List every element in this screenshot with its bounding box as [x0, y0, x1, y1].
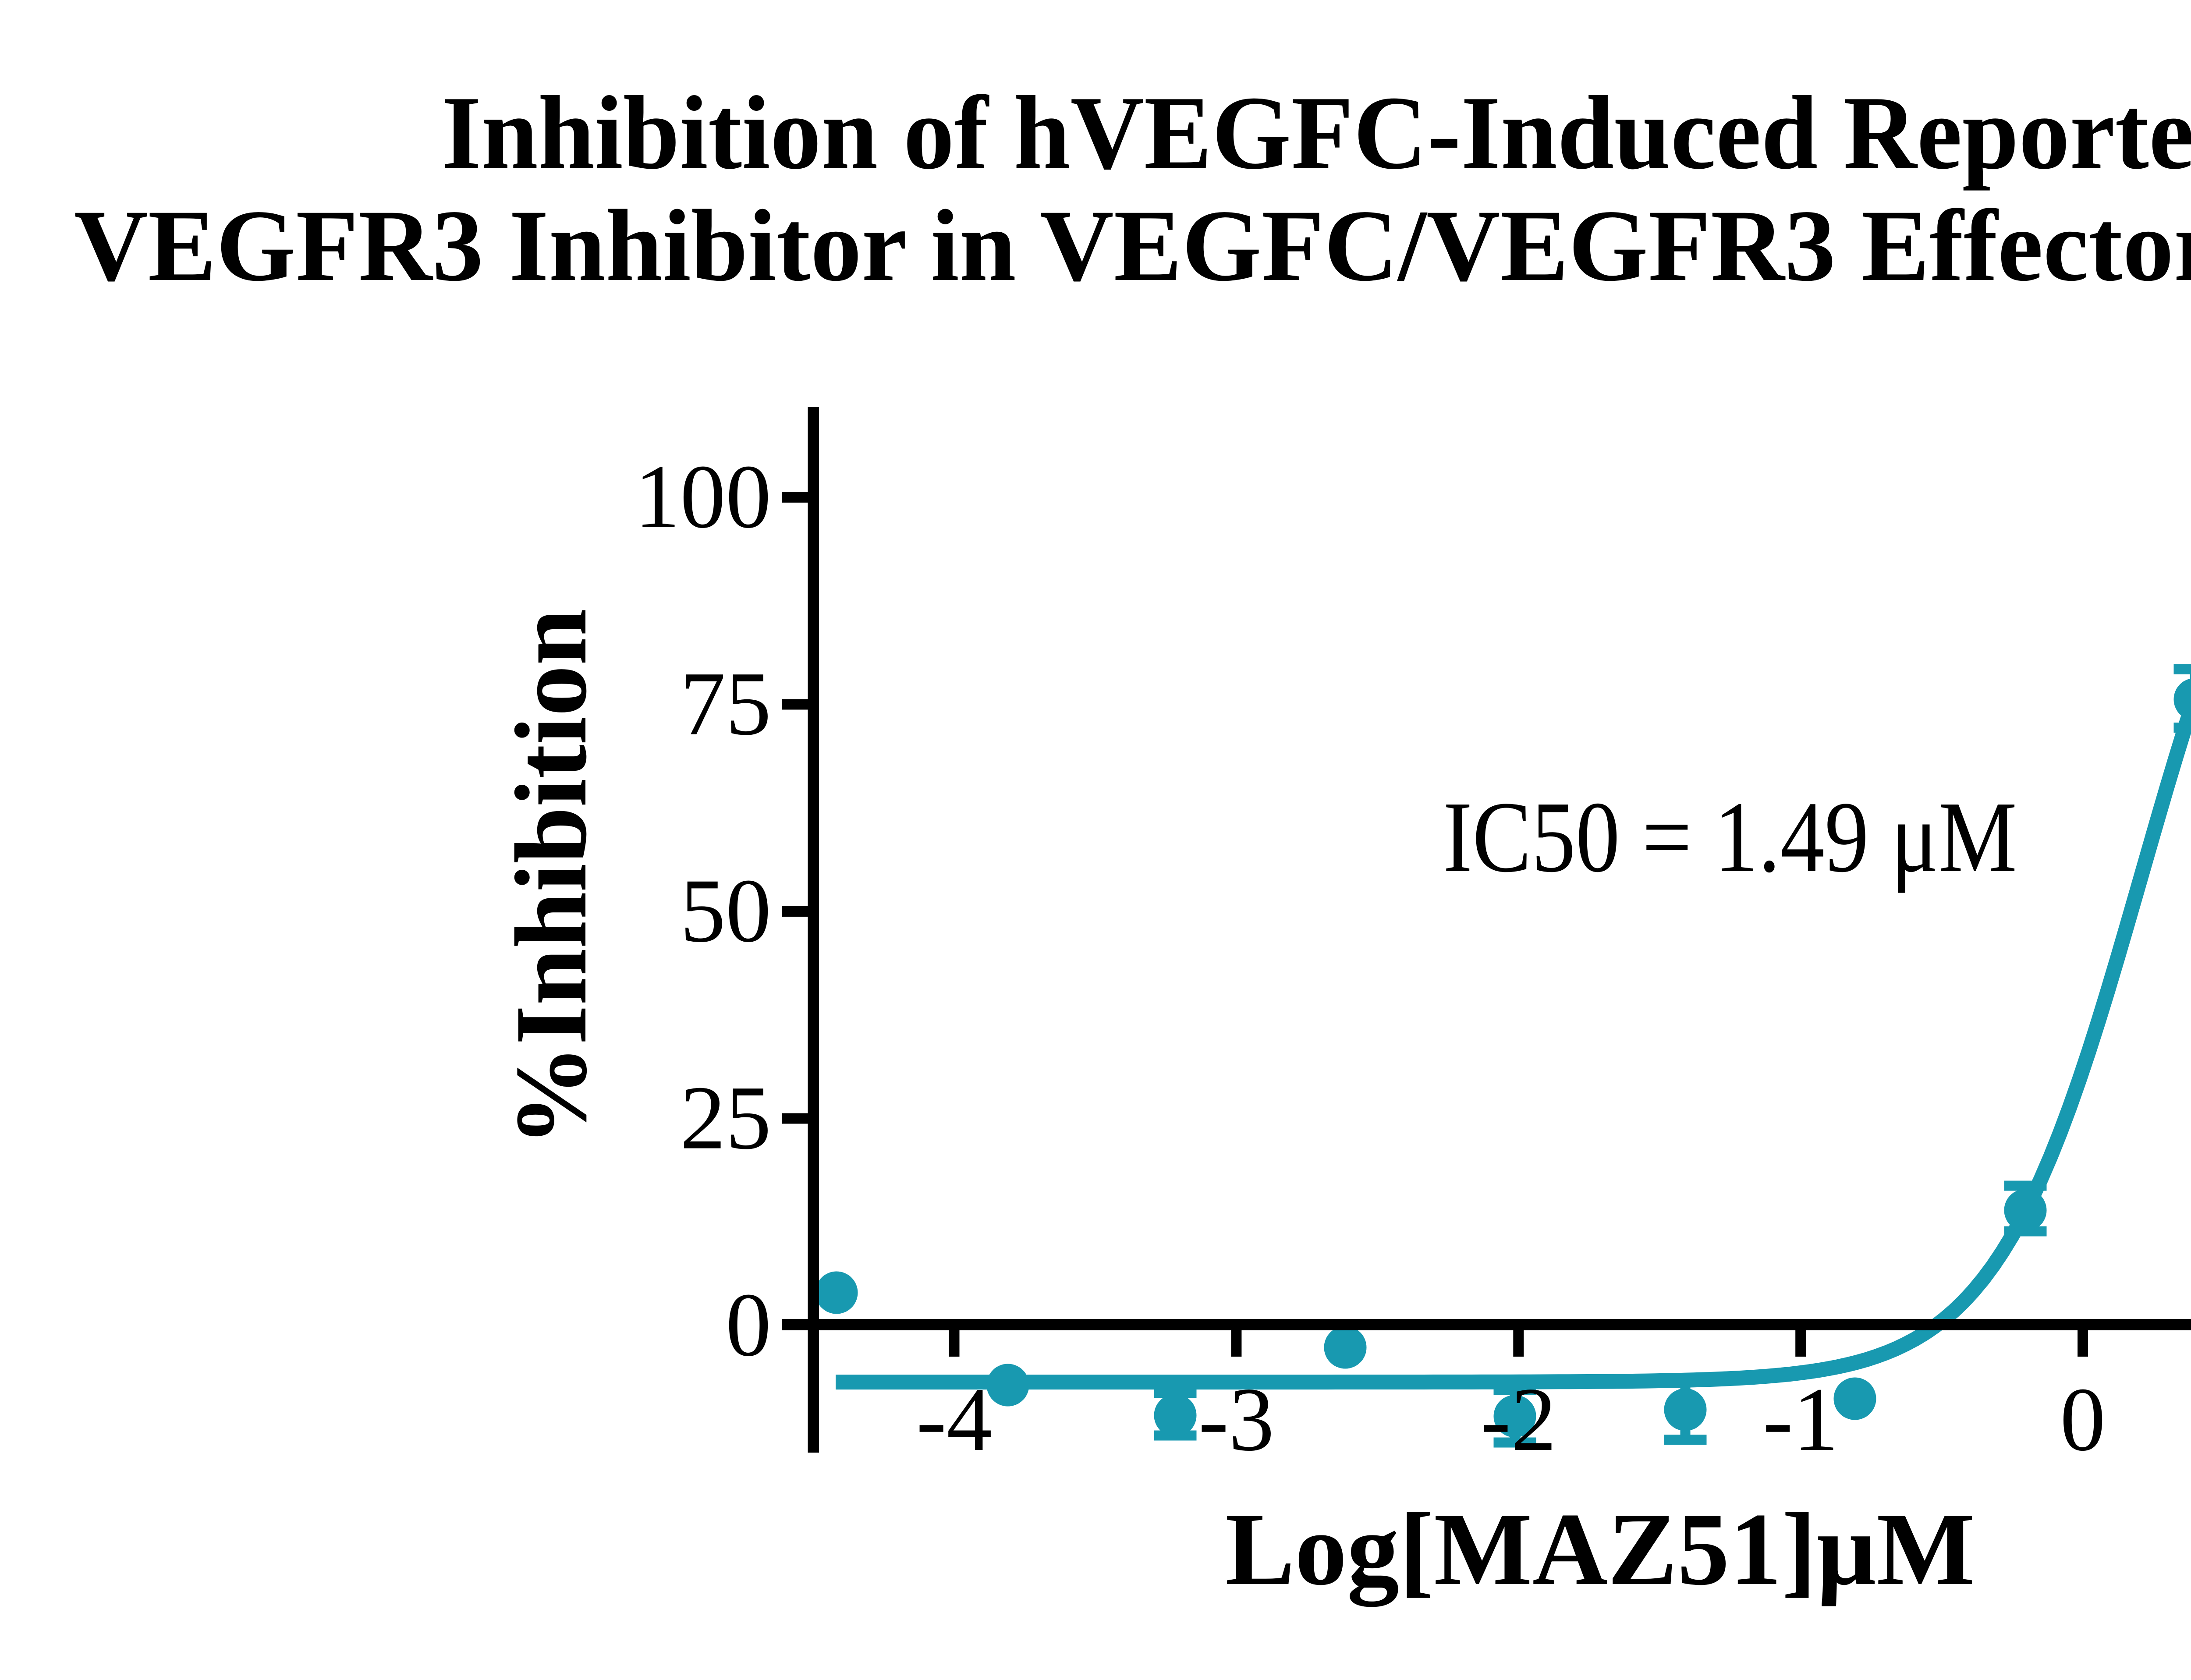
svg-text:VEGFR3 Inhibitor in VEGFC/VEGF: VEGFR3 Inhibitor in VEGFC/VEGFR3 Effecto…: [74, 188, 2191, 302]
svg-text:50: 50: [680, 860, 771, 961]
svg-text:100: 100: [635, 446, 771, 547]
svg-text:0: 0: [2060, 1369, 2106, 1470]
svg-text:-4: -4: [916, 1369, 992, 1470]
svg-text:Inhibition of hVEGFC-Induced R: Inhibition of hVEGFC-Induced Reporter Ac…: [442, 74, 2191, 191]
svg-text:Log[MAZ51]µM: Log[MAZ51]µM: [1225, 1492, 1975, 1607]
svg-text:-1: -1: [1763, 1369, 1839, 1470]
svg-text:25: 25: [680, 1067, 771, 1168]
svg-text:0: 0: [726, 1274, 771, 1375]
svg-text:%Inhibition: %Inhibition: [494, 609, 608, 1147]
svg-text:-3: -3: [1198, 1369, 1274, 1470]
svg-text:-2: -2: [1481, 1369, 1556, 1470]
svg-text:75: 75: [680, 653, 771, 754]
svg-text:IC50 = 1.49 μM: IC50 = 1.49 μM: [1443, 781, 2017, 893]
